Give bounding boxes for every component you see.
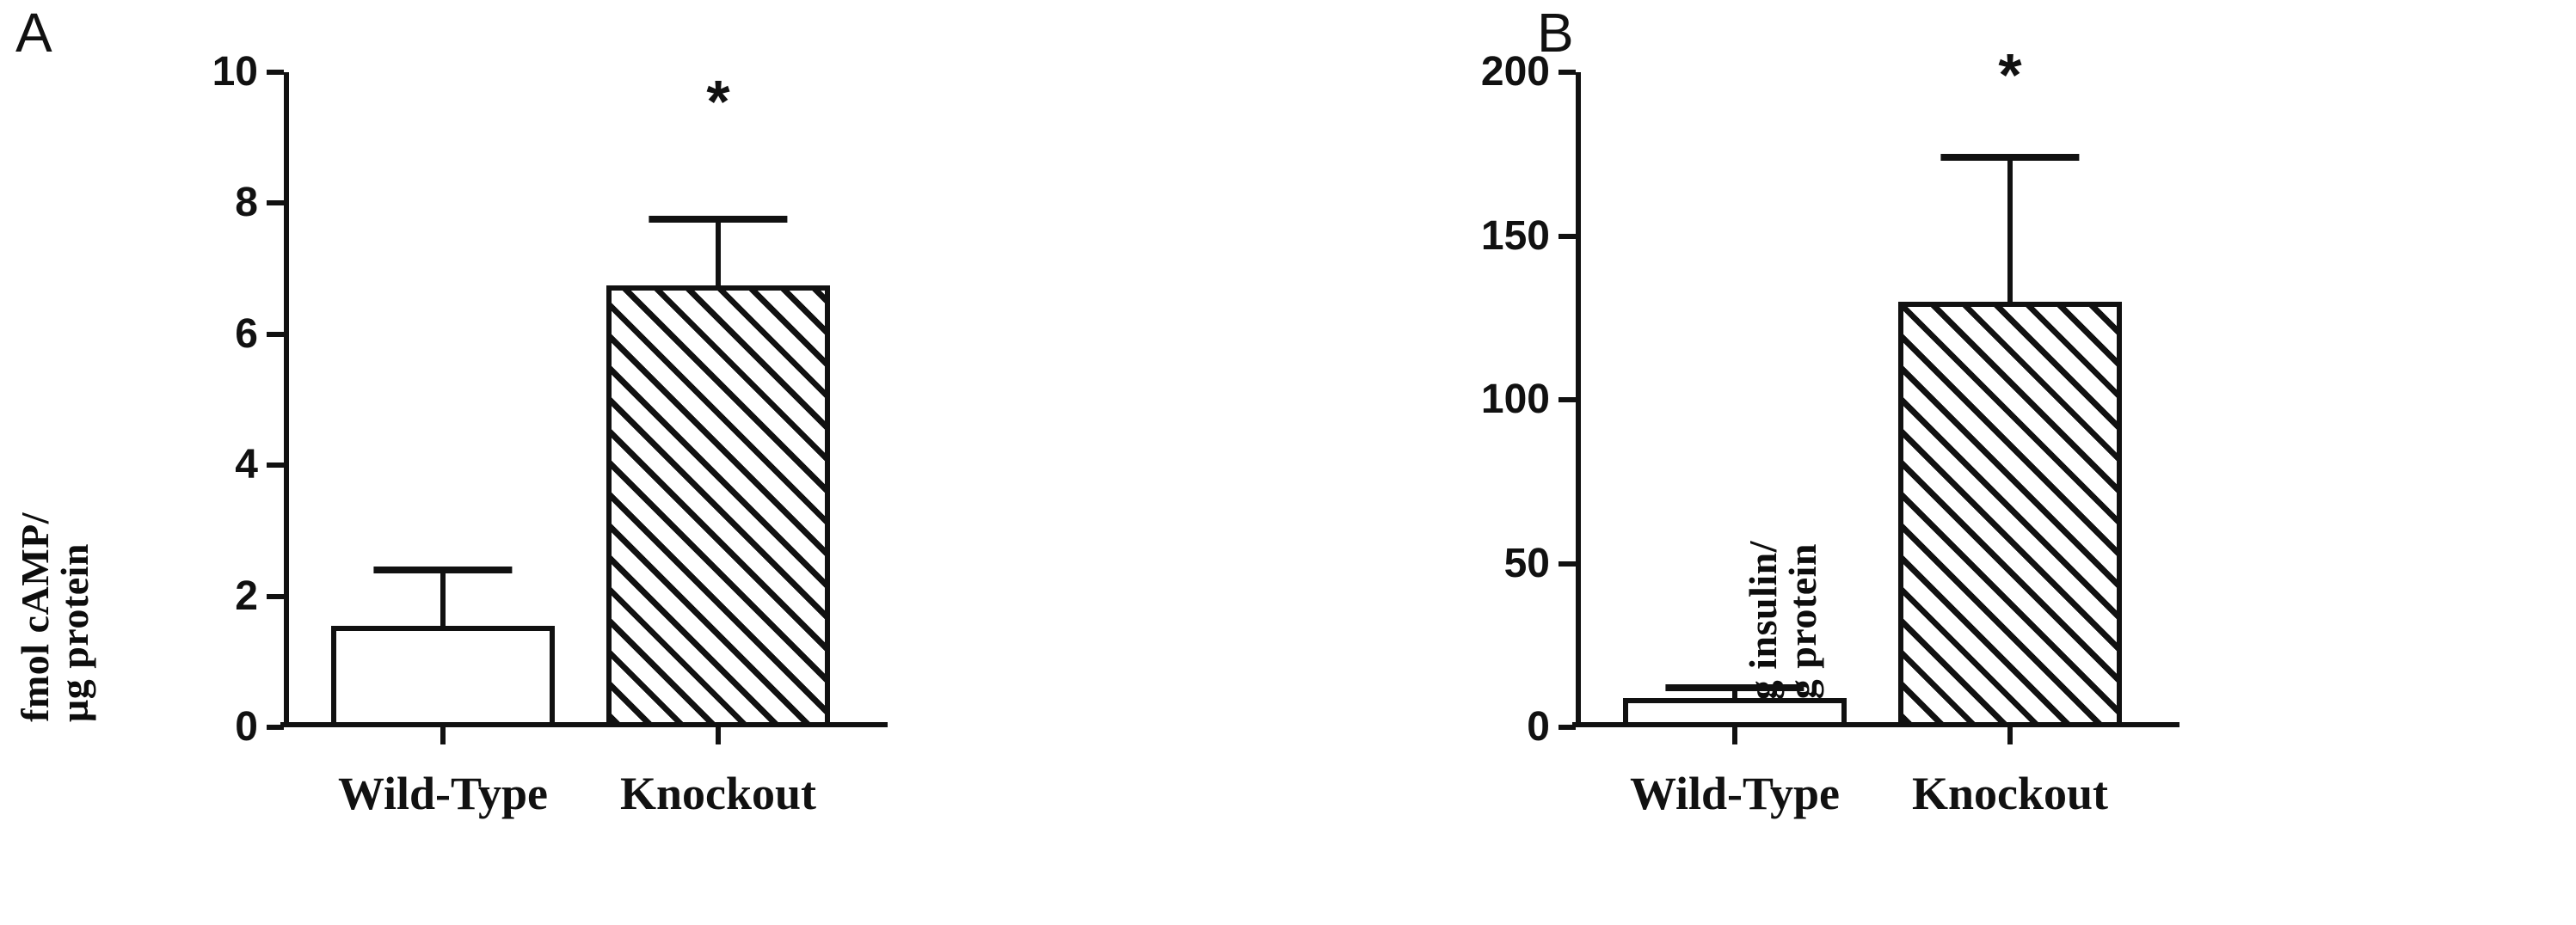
y-tick-label: 8 — [235, 180, 258, 226]
y-tick-mark — [1559, 70, 1576, 75]
error-bar-stem — [716, 223, 721, 285]
y-tick-label: 2 — [235, 573, 258, 619]
category-label: Wild-Type — [1629, 768, 1841, 819]
panel-b-plot-area: 0 50 100 150 200 * — [1481, 45, 2179, 748]
error-bar-cap — [1940, 153, 2080, 161]
y-tick-mark — [267, 593, 284, 599]
panel-a: A fmol cAMP/ µg protein 0 2 4 6 8 10 * Wild-T… — [13, 2, 888, 819]
y-tick-mark — [1559, 233, 1576, 239]
y-tick-mark — [267, 725, 284, 730]
significance-asterisk: * — [706, 67, 730, 135]
y-tick-mark — [267, 70, 284, 75]
y-tick-label: 0 — [1527, 704, 1550, 750]
panel-a-y-axis-title-line2: µg protein — [52, 542, 96, 722]
panel-b: B ng insulin/ µg protein 0 50 100 150 200 * … — [1288, 0, 2575, 925]
panel-a-plot-area: 0 2 4 6 8 10 * — [212, 52, 888, 748]
bar-knockout — [606, 285, 830, 727]
y-tick-label: 100 — [1480, 377, 1550, 422]
x-tick-mark — [440, 727, 446, 744]
y-tick-mark — [1559, 725, 1576, 730]
error-bar-cap — [373, 566, 513, 573]
y-tick-label: 10 — [212, 49, 258, 95]
panel-b-y-axis-line — [1576, 72, 1581, 727]
category-label: Wild-Type — [337, 768, 549, 819]
bar-knockout — [1898, 301, 2122, 727]
y-tick-mark — [267, 331, 284, 337]
y-tick-label: 200 — [1480, 49, 1550, 95]
x-tick-mark — [2007, 727, 2013, 744]
error-bar-stem — [1732, 691, 1737, 698]
y-tick-label: 6 — [235, 310, 258, 357]
error-bar-stem — [440, 573, 446, 626]
y-tick-label: 50 — [1503, 540, 1550, 586]
error-bar-cap — [1665, 684, 1804, 692]
y-tick-mark — [1559, 561, 1576, 567]
panel-b-x-axis-line — [1572, 722, 2179, 727]
bar-wild-type — [1623, 697, 1847, 727]
error-bar-stem — [2007, 160, 2013, 302]
panel-a-letter: A — [15, 2, 52, 64]
error-bar-cap — [649, 216, 788, 224]
x-tick-mark — [1732, 727, 1737, 744]
panel-b-letter: B — [1537, 2, 1574, 64]
bar-wild-type — [331, 625, 555, 727]
y-tick-label: 4 — [235, 442, 258, 488]
y-tick-label: 150 — [1480, 212, 1550, 259]
y-tick-mark — [267, 200, 284, 206]
category-label: Knockout — [619, 768, 817, 819]
panel-a-y-axis-title: fmol cAMP/ µg protein — [13, 172, 107, 722]
panel-a-y-axis-line — [284, 72, 289, 727]
category-label: Knockout — [1911, 768, 2109, 819]
x-tick-mark — [716, 727, 721, 744]
significance-asterisk: * — [1998, 41, 2022, 109]
panel-a-x-axis-line — [280, 722, 888, 727]
panel-a-y-axis-title-line1: fmol cAMP/ — [13, 512, 57, 722]
y-tick-label: 0 — [235, 704, 258, 750]
y-tick-mark — [267, 462, 284, 469]
y-tick-mark — [1559, 397, 1576, 402]
